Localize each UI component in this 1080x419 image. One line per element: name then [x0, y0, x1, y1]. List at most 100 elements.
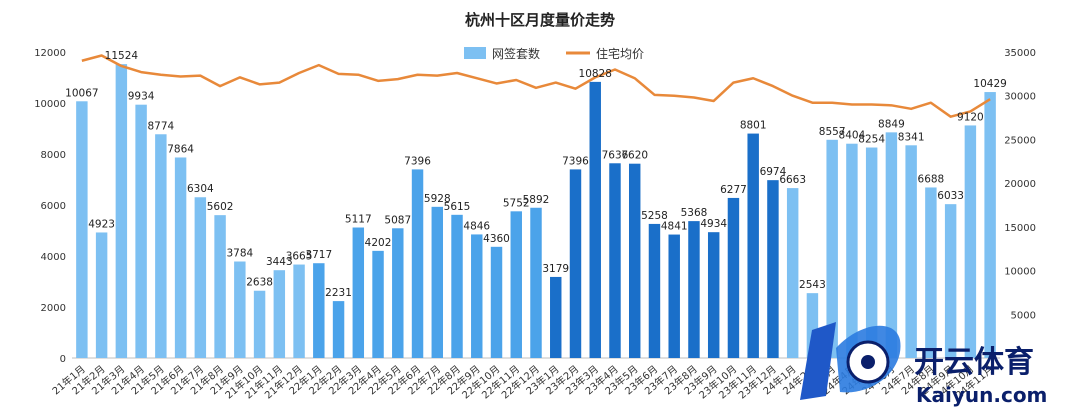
bar-data-label: 5892	[523, 194, 550, 206]
bar-data-label: 3717	[305, 249, 332, 261]
bar-data-label: 5368	[681, 207, 708, 219]
bars	[76, 64, 996, 359]
bar	[727, 197, 740, 358]
y-right-tick-label: 30000	[1004, 92, 1036, 103]
bar	[786, 188, 799, 358]
bar	[806, 293, 819, 358]
bar	[885, 132, 898, 358]
bar	[688, 221, 700, 358]
bar	[530, 207, 542, 358]
y-left-tick-label: 6000	[41, 201, 66, 212]
bar-data-label: 8849	[878, 118, 905, 130]
bar	[392, 228, 404, 358]
bar	[905, 145, 917, 358]
bar	[925, 187, 937, 358]
bar	[628, 163, 641, 358]
bar-data-label: 4923	[88, 218, 115, 230]
y-right-tick-label: 25000	[1004, 135, 1036, 146]
bar	[451, 214, 463, 358]
bar	[550, 276, 562, 358]
data-labels: 10067 4923 11524 9934 8774 7864 6304 5602 3784 26…	[65, 50, 1007, 299]
legend-bar-label: 网签套数	[492, 46, 540, 61]
bar-data-label: 3665	[286, 251, 313, 263]
bar-data-label: 5752	[503, 197, 530, 209]
y-right-tick-label: 15000	[1004, 223, 1036, 234]
bar-data-label: 4934	[700, 218, 727, 230]
bar	[372, 250, 384, 358]
bar-data-label: 4360	[483, 233, 510, 245]
bar-data-label: 8404	[839, 130, 866, 142]
bar	[707, 232, 720, 358]
bar	[313, 263, 325, 358]
bar	[648, 223, 661, 358]
y-left-tick-label: 4000	[41, 252, 66, 263]
bar-data-label: 6277	[720, 184, 747, 196]
bar	[273, 270, 286, 358]
bar	[964, 125, 977, 358]
bar	[431, 206, 444, 358]
bar-data-label: 4202	[365, 237, 392, 249]
bar	[865, 147, 878, 358]
bar-data-label: 6304	[187, 183, 214, 195]
bar	[471, 234, 483, 358]
bar-data-label: 7620	[621, 150, 648, 162]
bar-data-label: 7396	[404, 155, 431, 167]
bar	[332, 301, 345, 358]
bar-data-label: 9120	[957, 111, 984, 123]
bar	[944, 204, 957, 358]
bar	[135, 104, 147, 358]
bar	[155, 134, 167, 358]
bar-data-label: 6974	[760, 166, 787, 178]
watermark-logo-icon	[800, 322, 901, 400]
bar-data-label: 5117	[345, 214, 372, 226]
bar-data-label: 3784	[226, 248, 253, 260]
y-right-tick-label: 35000	[1004, 48, 1036, 59]
price-line	[81, 54, 991, 118]
price-line-path	[81, 54, 991, 118]
bar-data-label: 7864	[167, 143, 194, 155]
y-right-tick-label: 20000	[1004, 179, 1036, 190]
bar-data-label: 10067	[65, 87, 98, 99]
bar	[234, 261, 246, 358]
bar-data-label: 3179	[542, 263, 569, 275]
bar-data-label: 6033	[937, 190, 964, 202]
bar-data-label: 10429	[973, 78, 1006, 90]
bar-data-label: 4841	[661, 221, 688, 233]
bar	[826, 139, 838, 358]
watermark-text-en: Kaiyun.com	[916, 383, 1047, 407]
y-right-tick-label: 5000	[1011, 310, 1036, 321]
bar	[668, 234, 680, 358]
legend: 网签套数 住宅均价	[464, 46, 644, 61]
bar-data-label: 5615	[444, 201, 471, 213]
bar	[76, 101, 88, 358]
bar-data-label: 8341	[898, 131, 925, 143]
bar-data-label: 8801	[740, 120, 767, 132]
bar	[747, 133, 759, 358]
bar-data-label: 6688	[918, 173, 945, 185]
bar-data-label: 10828	[579, 68, 612, 80]
bar-data-label: 11524	[105, 50, 139, 62]
y-left-tick-label: 2000	[41, 303, 66, 314]
bar-data-label: 5602	[207, 201, 234, 213]
bar	[984, 92, 996, 359]
bar	[194, 197, 207, 358]
y-left-tick-label: 10000	[34, 99, 66, 110]
bar	[214, 215, 226, 358]
bar-data-label: 2638	[246, 277, 273, 289]
bar	[174, 157, 187, 358]
bar	[510, 211, 522, 358]
legend-line-label: 住宅均价	[596, 46, 644, 61]
y-right-tick-label: 10000	[1004, 267, 1036, 278]
bar-data-label: 7636	[602, 149, 629, 161]
bar	[411, 169, 424, 358]
bar	[846, 143, 858, 358]
bar-data-label: 5087	[384, 214, 411, 226]
bar	[253, 290, 266, 358]
bar	[609, 163, 621, 358]
bar-data-label: 6663	[779, 174, 806, 186]
bar	[569, 169, 582, 358]
bar-data-label: 4846	[463, 220, 490, 232]
y-left-tick-label: 0	[60, 354, 66, 365]
bar-data-label: 5258	[641, 210, 668, 222]
